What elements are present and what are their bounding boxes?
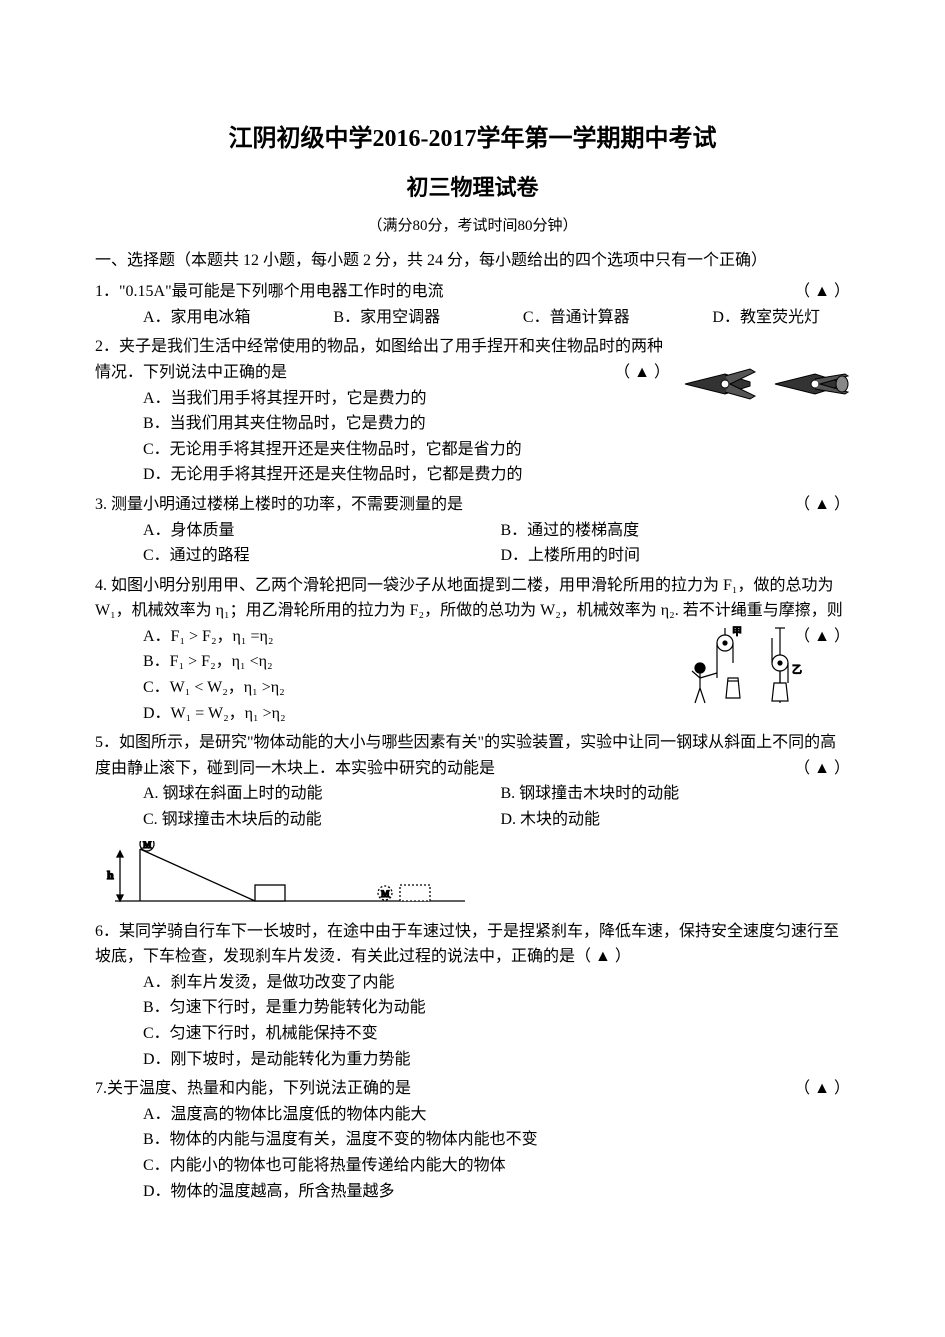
answer-bracket: （ ▲ ） [614,360,670,386]
q1-opt-b: B．家用空调器 [333,305,440,331]
q3-opt-d: D．上楼所用的时间 [501,547,641,564]
svg-text:M: M [381,889,390,899]
svg-text:乙: 乙 [792,664,802,676]
q4-stem: 4. 如图小明分别用甲、乙两个滑轮把同一袋沙子从地面提到二楼，用甲滑轮所用的拉力… [95,577,843,620]
svg-text:h: h [107,868,114,882]
q3-opt-b: B．通过的楼梯高度 [501,522,640,539]
q6-opt-d: D．刚下坡时，是动能转化为重力势能 [95,1047,850,1073]
ramp-figure: M h M [95,841,850,911]
question-3: 3. 测量小明通过楼梯上楼时的功率，不需要测量的是 （ ▲ ） A．身体质量 B… [95,492,850,569]
exam-info: （满分80分，考试时间80分钟） [95,214,850,238]
q7-stem: 7.关于温度、热量和内能，下列说法正确的是 [95,1080,411,1097]
q3-opt-c: C．通过的路程 [143,543,497,569]
q6-opt-a: A．刹车片发烫，是做功改变了内能 [95,970,850,996]
answer-bracket: （ ▲ ） [794,1076,850,1102]
q3-stem: 3. 测量小明通过楼梯上楼时的功率，不需要测量的是 [95,496,463,513]
q5-opt-c: C. 钢球撞击木块后的动能 [143,807,497,833]
svg-text:M: M [143,841,152,850]
q6-stem: 6．某同学骑自行车下一长坡时，在途中由于车速过快，于是捏紧刹车，降低车速，保持安… [95,923,839,966]
q5-stem: 5．如图所示，是研究"物体动能的大小与哪些因素有关"的实验装置，实验中让同一钢球… [95,734,836,777]
q6-opt-c: C．匀速下行时，机械能保持不变 [95,1021,850,1047]
q1-opt-a: A．家用电冰箱 [143,305,251,331]
q5-opt-d: D. 木块的动能 [501,811,601,828]
q2-opt-d: D．无论用手将其捏开还是夹住物品时，它都是费力的 [95,462,850,488]
q3-opt-a: A．身体质量 [143,518,497,544]
answer-bracket: （ ▲ ） [794,756,850,782]
question-2: 2．夹子是我们生活中经常使用的物品，如图给出了用手捏开和夹住物品时的两种情况．下… [95,334,850,488]
section-1-header: 一、选择题（本题共 12 小题，每小题 2 分，共 24 分，每小题给出的四个选… [95,248,850,274]
q6-opt-b: B．匀速下行时，是重力势能转化为动能 [95,995,850,1021]
svg-text:甲: 甲 [732,627,742,638]
answer-bracket: （ ▲ ） [794,279,850,305]
q7-opt-d: D．物体的温度越高，所含热量越多 [95,1179,850,1205]
pulley-figure: 甲 乙 [690,623,810,718]
question-5: 5．如图所示，是研究"物体动能的大小与哪些因素有关"的实验装置，实验中让同一钢球… [95,730,850,910]
q1-opt-c: C．普通计算器 [523,305,630,331]
question-1: 1．"0.15A"最可能是下列哪个用电器工作时的电流 （ ▲ ） A．家用电冰箱… [95,279,850,330]
q5-opt-b: B. 钢球撞击木块时的动能 [501,785,680,802]
q5-opt-a: A. 钢球在斜面上时的动能 [143,781,497,807]
q7-opt-a: A．温度高的物体比温度低的物体内能大 [95,1102,850,1128]
q2-opt-c: C．无论用手将其捏开还是夹住物品时，它都是省力的 [95,437,850,463]
sub-title: 初三物理试卷 [95,170,850,205]
q1-opt-d: D．教室荧光灯 [712,305,820,331]
question-7: 7.关于温度、热量和内能，下列说法正确的是 （ ▲ ） A．温度高的物体比温度低… [95,1076,850,1204]
clip-figure [680,354,850,414]
question-4: 4. 如图小明分别用甲、乙两个滑轮把同一袋沙子从地面提到二楼，用甲滑轮所用的拉力… [95,573,850,727]
question-6: 6．某同学骑自行车下一长坡时，在途中由于车速过快，于是捏紧刹车，降低车速，保持安… [95,919,850,1073]
q7-opt-c: C．内能小的物体也可能将热量传递给内能大的物体 [95,1153,850,1179]
q7-opt-b: B．物体的内能与温度有关，温度不变的物体内能也不变 [95,1127,850,1153]
main-title: 江阴初级中学2016-2017学年第一学期期中考试 [95,120,850,158]
q2-opt-b: B．当我们用其夹住物品时，它是费力的 [95,411,850,437]
answer-bracket: （ ▲ ） [794,492,850,518]
q2-stem: 2．夹子是我们生活中经常使用的物品，如图给出了用手捏开和夹住物品时的两种情况．下… [95,338,663,381]
q1-stem: 1．"0.15A"最可能是下列哪个用电器工作时的电流 [95,283,444,300]
